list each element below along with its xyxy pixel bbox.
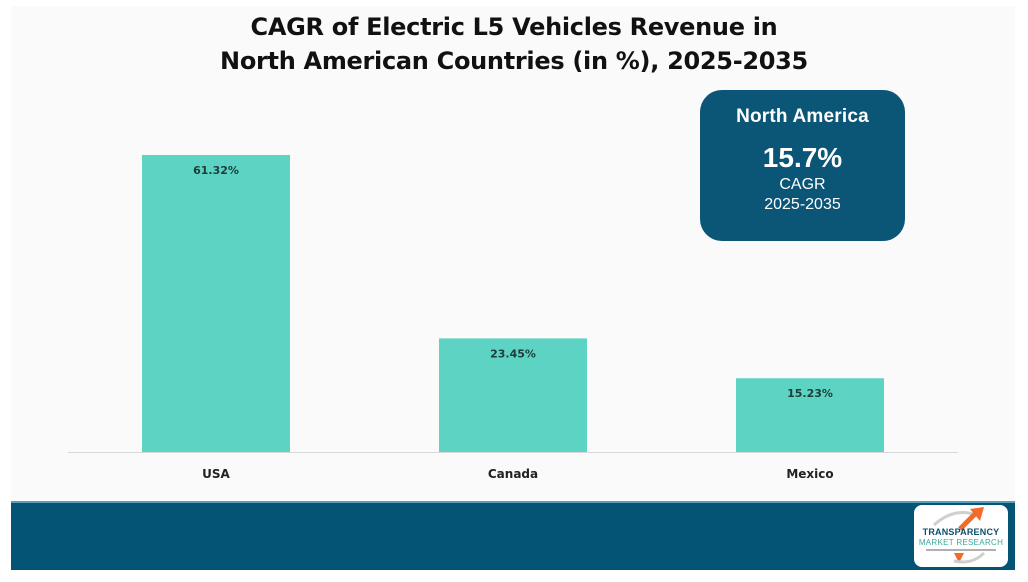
chart-title: CAGR of Electric L5 Vehicles Revenue in …: [0, 10, 1028, 78]
region-cagr-badge: North America 15.7% CAGR 2025-2035: [700, 90, 905, 241]
data-label-usa: 61.32%: [193, 164, 239, 177]
bar-mexico: [736, 378, 884, 452]
chart-title-line-2: North American Countries (in %), 2025-20…: [220, 47, 808, 75]
bar-canada: [439, 338, 587, 452]
logo-tagline: [926, 549, 996, 551]
company-logo: TRANSPARENCY MARKET RESEARCH: [914, 505, 1008, 567]
footer-banner: [11, 501, 1015, 570]
badge-region: North America: [736, 106, 869, 127]
x-tick-label-canada: Canada: [488, 467, 538, 481]
data-label-canada: 23.45%: [490, 347, 536, 360]
chart-title-line-1: CAGR of Electric L5 Vehicles Revenue in: [250, 13, 778, 41]
badge-period: 2025-2035: [764, 196, 841, 213]
logo-text-line-1: TRANSPARENCY: [922, 527, 1000, 537]
bar-usa: [142, 155, 290, 452]
logo-text-line-2: MARKET RESEARCH: [918, 538, 1004, 547]
badge-cagr-value: 15.7%: [762, 142, 843, 173]
badge-metric: CAGR: [779, 176, 826, 193]
data-label-mexico: 15.23%: [787, 387, 833, 400]
x-tick-label-mexico: Mexico: [786, 467, 833, 481]
x-tick-label-usa: USA: [202, 467, 230, 481]
logo-arrow-icon: [932, 507, 986, 564]
